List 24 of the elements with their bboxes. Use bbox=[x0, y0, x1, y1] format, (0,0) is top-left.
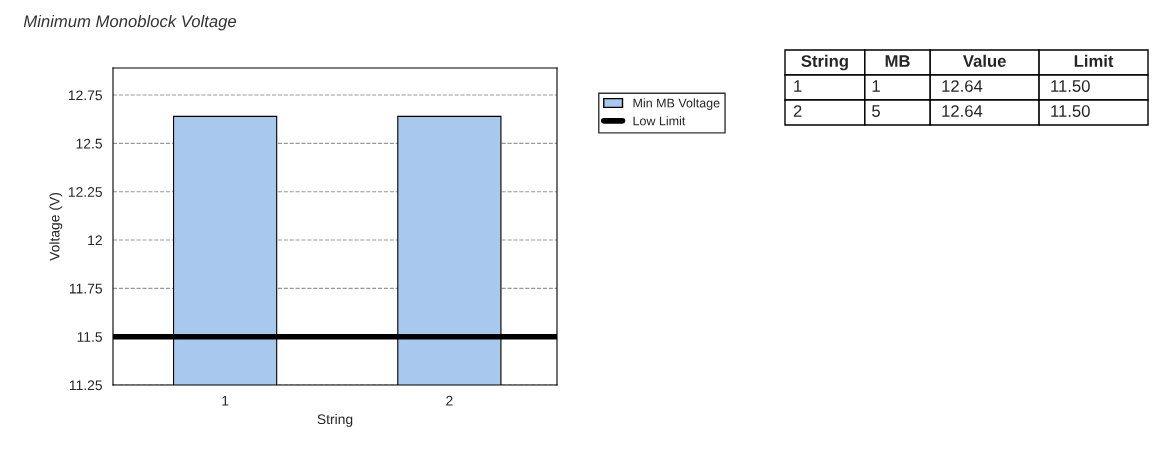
text: 12.64 bbox=[942, 80, 983, 92]
text: 5 bbox=[872, 105, 880, 117]
text: 1 bbox=[872, 80, 880, 92]
y-tick-label: 11.5 bbox=[77, 332, 102, 342]
text: 11.50 bbox=[1051, 80, 1090, 92]
y-tick-label: 11.75 bbox=[69, 283, 102, 294]
legend-label: Low Limit bbox=[633, 116, 686, 126]
text: 2 bbox=[793, 105, 802, 117]
x-axis-title: String bbox=[317, 413, 353, 427]
y-tick-label: 12 bbox=[88, 235, 102, 246]
y-tick-label: 11.25 bbox=[69, 380, 102, 391]
category-label: String bbox=[801, 54, 848, 71]
text: 1 bbox=[794, 80, 802, 92]
text: 11.50 bbox=[1051, 105, 1090, 117]
text: 12.64 bbox=[942, 105, 983, 117]
y-axis-title: Voltage (V) bbox=[49, 193, 63, 261]
legend-label: Min MB Voltage bbox=[633, 98, 720, 110]
category-label: Value bbox=[962, 54, 1006, 67]
y-tick-label: 12.5 bbox=[76, 138, 102, 149]
chart-title: Minimum Monoblock Voltage bbox=[23, 14, 237, 31]
category-label: MB bbox=[885, 55, 910, 67]
y-tick-label: 12.75 bbox=[68, 90, 102, 101]
y-tick-label: 12.25 bbox=[68, 187, 102, 197]
category-label: Limit bbox=[1074, 54, 1114, 67]
